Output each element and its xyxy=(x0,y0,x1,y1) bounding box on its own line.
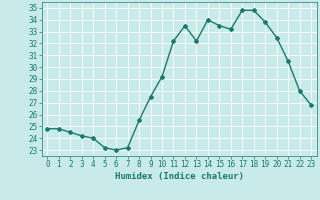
X-axis label: Humidex (Indice chaleur): Humidex (Indice chaleur) xyxy=(115,172,244,181)
